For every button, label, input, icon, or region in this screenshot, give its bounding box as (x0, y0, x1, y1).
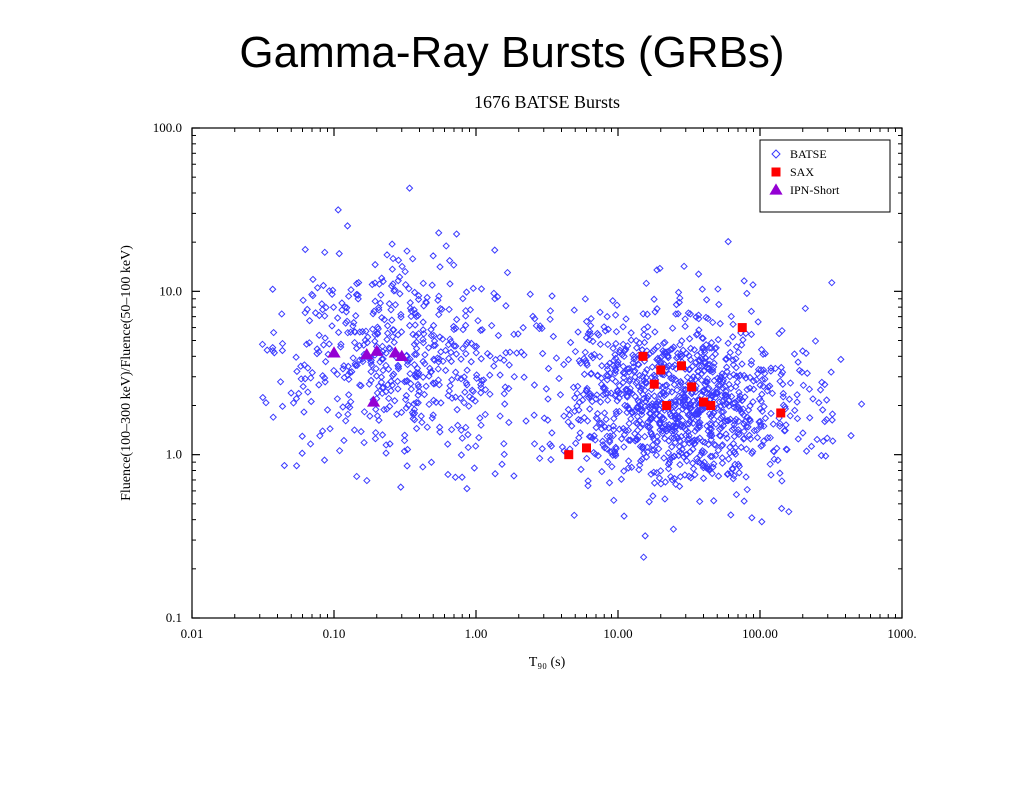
series-batse (259, 185, 864, 560)
scatter-chart: 1676 BATSE Bursts0.010.101.0010.00100.00… (92, 88, 932, 688)
svg-text:BATSE: BATSE (790, 147, 827, 161)
svg-text:10.00: 10.00 (603, 626, 632, 641)
svg-text:1.0: 1.0 (166, 447, 182, 462)
svg-text:1676 BATSE Bursts: 1676 BATSE Bursts (474, 92, 620, 112)
svg-text:IPN-Short: IPN-Short (790, 183, 840, 197)
svg-text:1.00: 1.00 (465, 626, 488, 641)
svg-text:1000.: 1000. (887, 626, 916, 641)
svg-text:100.0: 100.0 (153, 120, 182, 135)
svg-text:T₉₀ (s): T₉₀ (s) (529, 655, 566, 670)
svg-text:SAX: SAX (790, 165, 814, 179)
svg-text:0.10: 0.10 (323, 626, 346, 641)
svg-text:Fluence(100–300 keV)/Fluence(5: Fluence(100–300 keV)/Fluence(50–100 keV) (119, 245, 134, 501)
svg-text:0.1: 0.1 (166, 610, 182, 625)
page-title: Gamma-Ray Bursts (GRBs) (0, 28, 1024, 78)
svg-text:100.00: 100.00 (742, 626, 778, 641)
legend: BATSE SAX IPN-Short (760, 140, 890, 212)
svg-text:0.01: 0.01 (181, 626, 204, 641)
svg-text:10.0: 10.0 (159, 283, 182, 298)
